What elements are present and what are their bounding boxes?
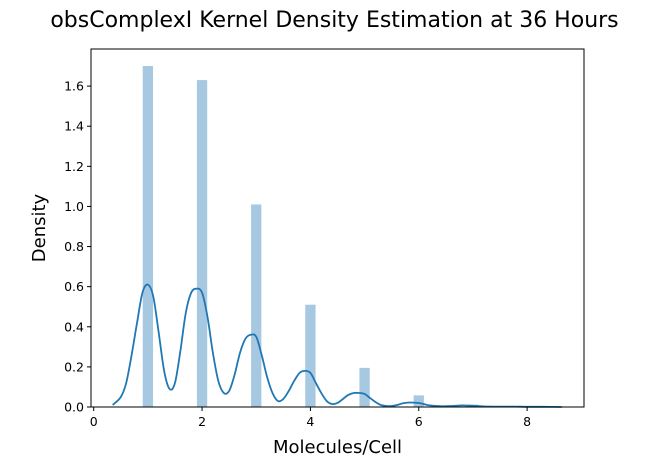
y-axis-label: Density (29, 193, 50, 262)
x-tick-label: 2 (198, 414, 206, 429)
histogram-bar (251, 204, 262, 407)
kde-curve (112, 283, 562, 408)
y-tick-label: 0.6 (64, 279, 84, 294)
y-tick-label: 0.0 (64, 400, 84, 415)
y-tick-label: 1.2 (64, 159, 84, 174)
x-tick-label: 4 (306, 414, 314, 429)
histogram-bar (359, 367, 370, 407)
x-tick-label: 6 (415, 414, 423, 429)
histogram-bar (413, 395, 424, 407)
y-tick-label: 0.8 (64, 239, 84, 254)
x-axis-ticks: 0 2 4 6 8 (90, 407, 531, 429)
y-tick-label: 0.4 (64, 319, 84, 334)
y-tick-label: 1.4 (64, 119, 84, 134)
chart-title: obsComplexI Kernel Density Estimation at… (50, 8, 619, 33)
kde-curve-layer (112, 283, 562, 408)
x-tick-label: 0 (90, 414, 98, 429)
histogram-bar (142, 66, 154, 408)
y-axis-ticks: 0.0 0.2 0.4 0.6 0.8 1.0 1.2 1.4 1.6 (64, 79, 91, 415)
x-tick-label: 8 (523, 414, 531, 429)
y-tick-label: 1.0 (64, 199, 84, 214)
x-axis-label: Molecules/Cell (273, 437, 402, 458)
plot-frame (90, 48, 585, 408)
histogram-bar (305, 304, 316, 407)
y-tick-label: 1.6 (64, 79, 84, 94)
y-tick-label: 0.2 (64, 359, 84, 374)
histogram-bar (196, 80, 208, 407)
histogram-bars (142, 66, 479, 408)
